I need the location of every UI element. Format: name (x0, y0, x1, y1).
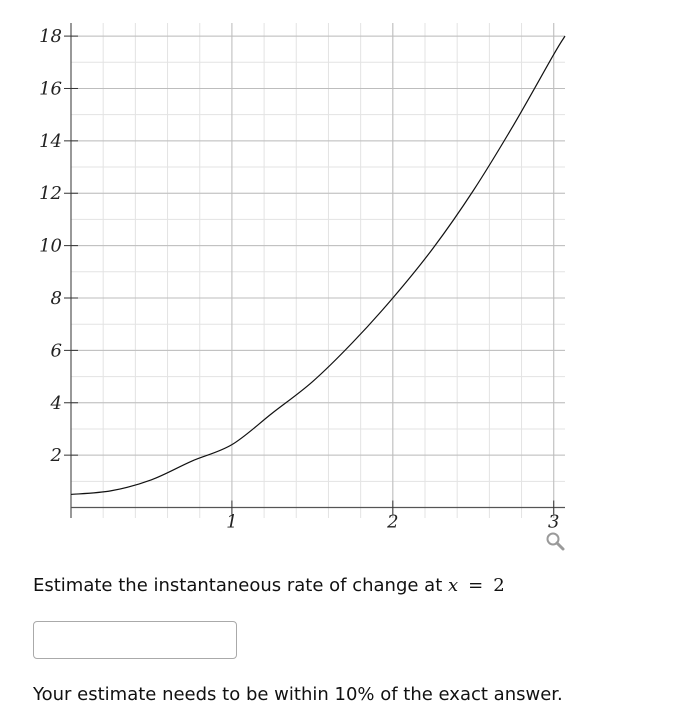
series-line (70, 35, 566, 496)
answer-input[interactable] (33, 621, 237, 659)
y-tick-label: 6 (51, 340, 62, 361)
y-tick-label: 2 (50, 445, 62, 466)
y-tick-label: 14 (39, 131, 62, 152)
magnifier-icon[interactable] (544, 531, 568, 555)
axes (70, 23, 565, 518)
question-variable: x (448, 575, 459, 596)
y-tick-label: 4 (50, 393, 62, 414)
tolerance-note: Your estimate needs to be within 10% of … (33, 684, 563, 705)
minor-gridlines (71, 23, 565, 518)
major-gridlines (71, 23, 565, 518)
y-tick-label: 18 (39, 26, 62, 47)
axis-ticks (64, 35, 555, 515)
y-tick-label: 10 (39, 236, 62, 257)
x-tick-label: 2 (386, 512, 398, 533)
y-tick-label: 16 (39, 78, 62, 99)
question-text: Estimate the instantaneous rate of chang… (33, 575, 505, 596)
y-tick-label: 12 (39, 183, 62, 204)
x-tick-label: 1 (226, 512, 237, 533)
data-series (70, 35, 566, 496)
question-equals: = (468, 575, 484, 596)
y-tick-label: 8 (51, 288, 62, 309)
question-value: 2 (493, 575, 505, 596)
x-tick-label: 3 (548, 512, 559, 533)
question-prefix: Estimate the instantaneous rate of chang… (33, 575, 448, 596)
